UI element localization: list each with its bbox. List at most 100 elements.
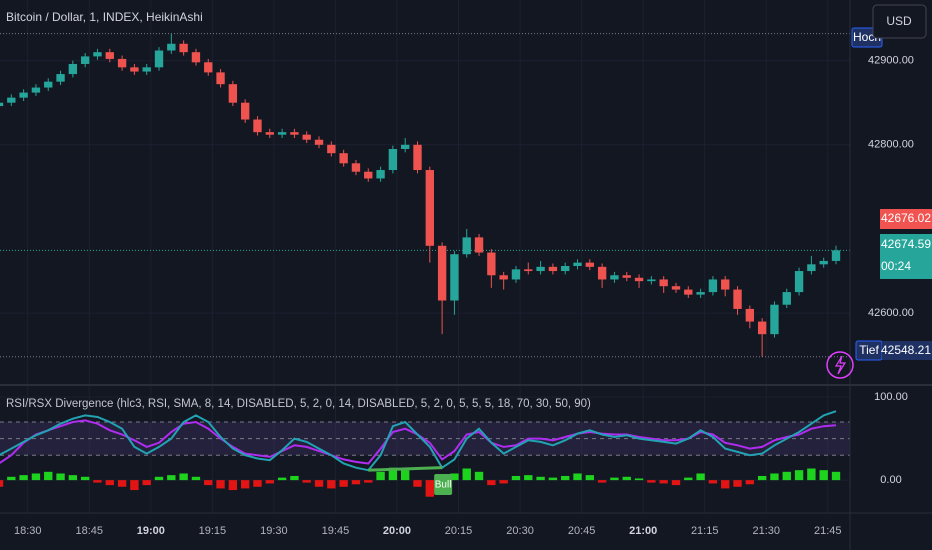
alert-bolt[interactable] [834,355,847,375]
histogram-bar [597,480,607,483]
histogram-bar [290,475,299,481]
histogram-bar [154,476,164,481]
histogram-bar [413,480,422,487]
histogram-bar [0,480,4,487]
histogram-bar [401,470,410,481]
histogram-bar [819,470,828,481]
histogram-bar [253,480,262,487]
low-tag-label: Tief [859,343,879,357]
candle-body [499,275,508,280]
histogram-bar [634,478,644,481]
candle-body [487,252,496,276]
candle-body [647,279,656,282]
histogram-bar [167,475,176,481]
candle-body [831,250,841,261]
candle-body [524,269,533,272]
histogram-bar [44,471,53,481]
currency-button[interactable]: USD [872,4,927,39]
indicator-title: RSI/RSX Divergence (hlc3, RSI, SMA, 8, 1… [6,398,591,410]
histogram-bar [659,480,668,484]
candle-body [474,237,484,253]
histogram-bar [807,468,816,481]
histogram-bar [721,480,730,489]
histogram-bar [93,480,102,483]
histogram-bar [573,473,582,481]
histogram-bar [708,480,718,484]
candle-body [56,74,65,82]
candle-body [745,308,755,322]
histogram-bar [831,471,841,481]
candle-body [401,144,410,149]
candle-body [450,254,459,301]
histogram-bar [105,480,114,486]
x-tick-label: 20:30 [506,525,534,537]
candle-body [0,102,4,107]
histogram-bar [474,471,484,481]
histogram-bar [388,467,398,481]
histogram-bar [610,477,619,481]
candle-body [130,67,139,72]
y-tick-label: 42900.00 [868,55,914,67]
y-tick-label: 100.00 [874,391,908,403]
candle-body [80,56,90,64]
candle-body [770,304,779,335]
candle-body [7,97,16,103]
histogram-bar [585,475,595,481]
histogram-bar [696,473,705,481]
x-tick-label: 19:45 [322,525,350,537]
histogram-bar [536,476,545,481]
candle-body [265,132,274,135]
alert-circle[interactable] [826,351,854,379]
histogram-bar [314,480,324,487]
candle-body [93,52,102,57]
currency-label[interactable]: USD [886,14,912,28]
histogram-bar [327,480,336,489]
candle-body [277,132,287,135]
candle-body [204,62,213,73]
candle-body [388,148,398,171]
candle-body [708,279,718,293]
histogram-bar [548,477,558,481]
histogram-bar [794,470,804,481]
histogram-bar [56,473,65,481]
histogram-bar [647,480,656,483]
candle-body [253,119,262,133]
histogram-bar [733,480,742,487]
histogram-bar [19,475,28,481]
histogram-bar [80,476,90,481]
histogram-bar [351,480,361,485]
candle-body [757,321,767,335]
histogram-bar [240,480,250,489]
histogram-bar [524,475,533,481]
candle-body [597,266,607,280]
plot-area: Bull [0,33,850,497]
candle-body [314,139,324,145]
x-tick-label: 19:15 [199,525,227,537]
candle-body [794,271,804,293]
candle-body [167,43,176,51]
histogram-bar [302,480,311,483]
histogram-bar [68,475,78,481]
candle-body [548,266,558,272]
alert-icon[interactable] [826,351,854,379]
y-tick-label: 0.00 [880,474,901,486]
histogram-bar [462,468,471,481]
candle-body [425,170,434,246]
histogram-bar [376,471,385,481]
grid [0,0,850,513]
histogram-bar [117,480,127,487]
candle-body [561,265,570,272]
x-tick-label: 19:30 [260,525,288,537]
candle-body [721,279,730,290]
candle-body [413,144,422,171]
histogram-bar [364,480,373,483]
histogram-bar [671,480,681,486]
candle-body [536,266,545,272]
histogram-bar [425,480,434,497]
candle-body [462,237,471,255]
countdown-label: 00:24 [881,259,911,273]
currency-button-frame[interactable] [872,4,927,39]
histogram-bar [179,473,188,481]
